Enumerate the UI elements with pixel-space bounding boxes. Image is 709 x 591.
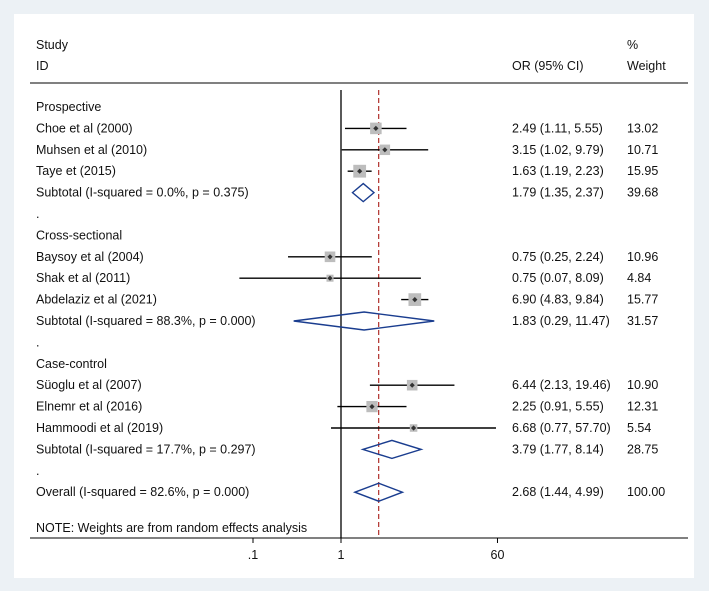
study-label: Taye et (2015) [36, 164, 116, 178]
study-label: Muhsen et al (2010) [36, 143, 147, 157]
weight-value: 4.84 [627, 271, 651, 285]
or-ci-value: 1.63 (1.19, 2.23) [512, 164, 604, 178]
x-tick-label: .1 [248, 548, 258, 562]
weight-value: 10.71 [627, 143, 658, 157]
study-label: Choe et al (2000) [36, 121, 133, 135]
study-label: Elnemr et al (2016) [36, 400, 142, 414]
group-label: Cross-sectional [36, 228, 122, 242]
point-estimate [357, 168, 363, 174]
x-tick-label: 60 [491, 548, 505, 562]
header-id: ID [36, 59, 49, 73]
subtotal-label: Subtotal (I-squared = 17.7%, p = 0.297) [36, 442, 256, 456]
weight-value: 31.57 [627, 314, 658, 328]
weight-value: 10.90 [627, 378, 658, 392]
or-ci-value: 2.68 (1.44, 4.99) [512, 485, 604, 499]
header-weight-pct: % [627, 38, 638, 52]
separator-dot: . [36, 464, 39, 478]
or-ci-value: 6.44 (2.13, 19.46) [512, 378, 611, 392]
subtotal-label: Subtotal (I-squared = 0.0%, p = 0.375) [36, 186, 249, 200]
x-tick-label: 1 [338, 548, 345, 562]
group-label: Prospective [36, 100, 101, 114]
study-label: Abdelaziz et al (2021) [36, 293, 157, 307]
header-or: OR (95% CI) [512, 59, 584, 73]
weight-value: 10.96 [627, 250, 658, 264]
weight-value: 28.75 [627, 442, 658, 456]
or-ci-value: 0.75 (0.25, 2.24) [512, 250, 604, 264]
point-estimate [327, 275, 333, 281]
point-estimate [409, 382, 415, 388]
forest-plot: Study ID OR (95% CI) % Weight NOTE: Weig… [30, 38, 688, 562]
study-label: Süoglu et al (2007) [36, 378, 142, 392]
weight-value: 100.00 [627, 485, 665, 499]
overall-label: Overall (I-squared = 82.6%, p = 0.000) [36, 485, 249, 499]
subtotal-diamond [293, 311, 435, 331]
point-estimate [373, 125, 379, 131]
group-label: Case-control [36, 357, 107, 371]
or-ci-value: 2.25 (0.91, 5.55) [512, 400, 604, 414]
weight-value: 39.68 [627, 186, 658, 200]
study-label: Hammoodi et al (2019) [36, 421, 163, 435]
study-label: Shak et al (2011) [36, 271, 130, 285]
subtotal-label: Subtotal (I-squared = 88.3%, p = 0.000) [36, 314, 256, 328]
separator-dot: . [36, 207, 39, 221]
or-ci-value: 2.49 (1.11, 5.55) [512, 121, 603, 135]
weight-value: 5.54 [627, 421, 651, 435]
subtotal-diamond [360, 439, 424, 460]
separator-dot: . [36, 335, 39, 349]
point-estimate [382, 147, 388, 153]
or-ci-value: 1.79 (1.35, 2.37) [512, 186, 604, 200]
weight-value: 15.95 [627, 164, 658, 178]
study-label: Baysoy et al (2004) [36, 250, 144, 264]
point-estimate [369, 404, 375, 410]
point-estimate [412, 297, 418, 303]
point-estimate [410, 425, 417, 431]
or-ci-value: 6.68 (0.77, 57.70) [512, 421, 611, 435]
overall-diamond [352, 482, 405, 502]
or-ci-value: 1.83 (0.29, 11.47) [512, 314, 610, 328]
weight-value: 12.31 [627, 400, 658, 414]
or-ci-value: 3.15 (1.02, 9.79) [512, 143, 604, 157]
or-ci-value: 0.75 (0.07, 8.09) [512, 271, 604, 285]
header-weight: Weight [627, 59, 666, 73]
subtotal-diamond [351, 182, 376, 203]
header-study: Study [36, 38, 69, 52]
or-ci-value: 6.90 (4.83, 9.84) [512, 293, 604, 307]
note: NOTE: Weights are from random effects an… [36, 521, 307, 535]
or-ci-value: 3.79 (1.77, 8.14) [512, 442, 604, 456]
weight-value: 13.02 [627, 121, 658, 135]
plot-area: Study ID OR (95% CI) % Weight NOTE: Weig… [14, 14, 694, 578]
weight-value: 15.77 [627, 293, 658, 307]
